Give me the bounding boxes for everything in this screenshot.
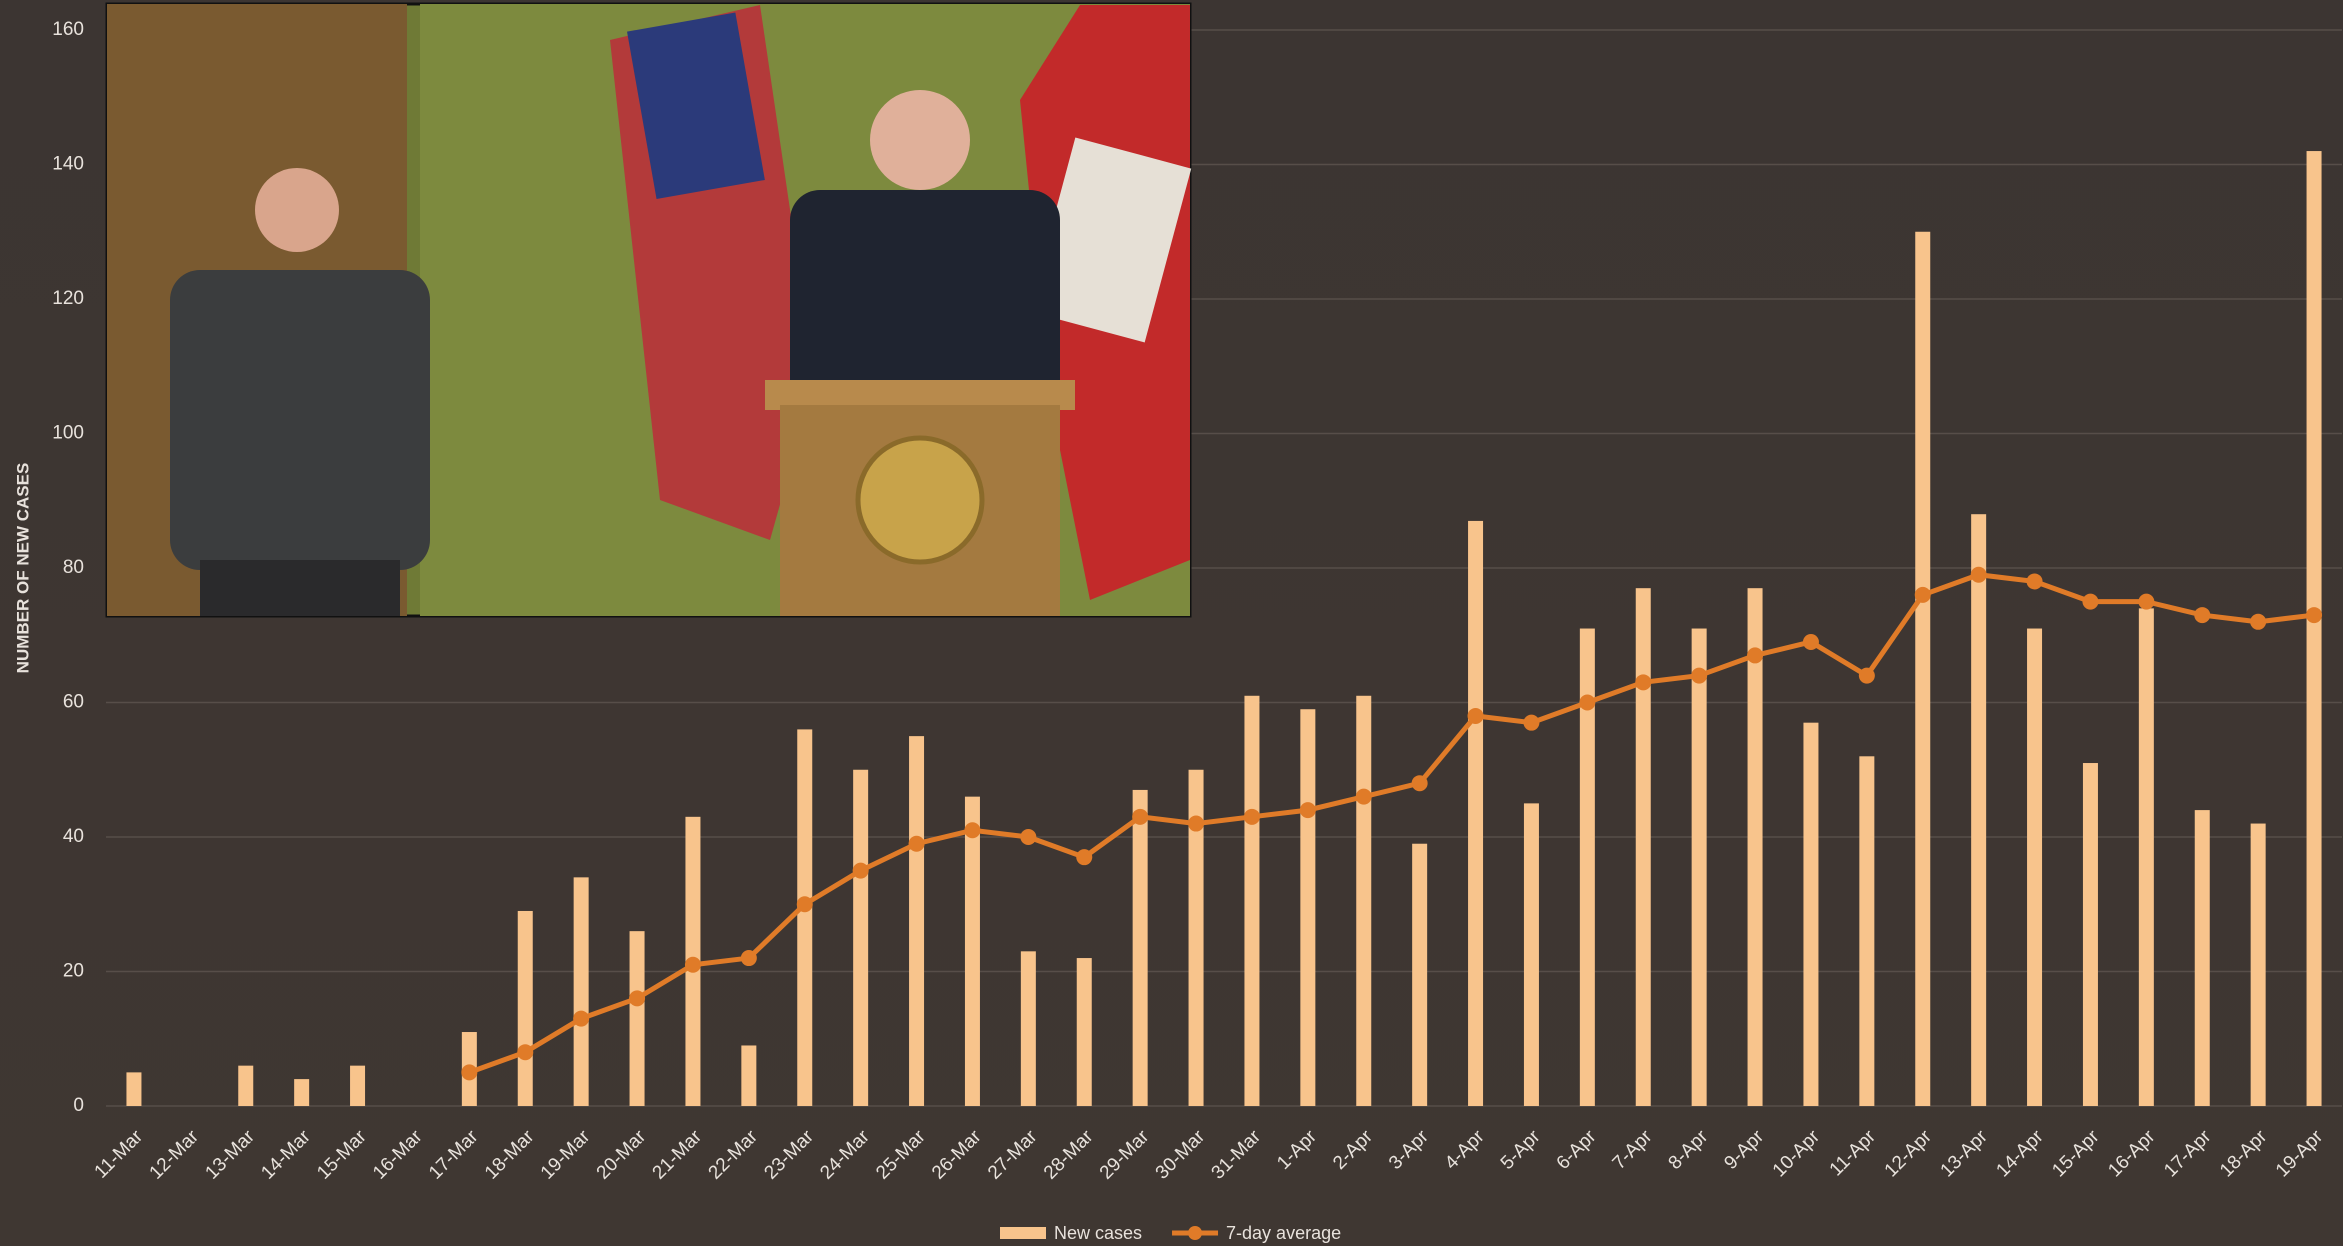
line-marker — [684, 956, 701, 973]
bar — [2194, 810, 2210, 1106]
line-marker — [629, 990, 646, 1007]
interpreter-legs — [200, 560, 400, 616]
y-tick-label: 60 — [63, 692, 84, 713]
line-marker — [1635, 674, 1652, 691]
bar — [1915, 231, 1931, 1106]
bar — [1244, 695, 1260, 1106]
bar — [2306, 151, 2322, 1107]
line-marker — [2194, 607, 2211, 624]
bar — [797, 729, 813, 1106]
line-marker — [852, 862, 869, 879]
line-marker — [1747, 647, 1764, 664]
state-flag-diamond — [1028, 137, 1192, 343]
line-marker — [573, 1010, 590, 1027]
bar — [573, 877, 589, 1106]
legend-label: 7-day average — [1226, 1223, 1341, 1243]
line-marker — [1076, 849, 1093, 866]
bar — [1468, 520, 1484, 1106]
y-tick-label: 100 — [52, 423, 84, 444]
bar — [1859, 756, 1875, 1106]
line-marker — [517, 1044, 534, 1061]
bar — [2082, 763, 2098, 1106]
bar — [238, 1065, 254, 1106]
line-marker — [1020, 829, 1037, 845]
y-tick-label: 40 — [63, 826, 84, 847]
line-marker — [2026, 573, 2043, 590]
bar — [1076, 958, 1092, 1106]
video-inset — [105, 2, 1192, 618]
bar — [1747, 588, 1763, 1106]
bar — [1188, 769, 1204, 1106]
bar — [2027, 628, 2043, 1106]
y-tick-label: 20 — [63, 961, 84, 982]
y-axis-title: NUMBER OF NEW CASES — [13, 463, 32, 674]
us-flag-canton — [627, 12, 765, 200]
bar — [294, 1079, 310, 1106]
bar — [1020, 951, 1036, 1106]
y-tick-label: 160 — [52, 19, 84, 40]
podium-seal — [855, 435, 985, 565]
bar — [853, 769, 869, 1106]
bar — [909, 736, 925, 1106]
line-marker — [1411, 775, 1428, 792]
line-marker — [461, 1064, 478, 1081]
bar — [629, 931, 645, 1106]
bar — [1412, 843, 1428, 1106]
line-marker — [1691, 667, 1708, 684]
line-marker — [1355, 788, 1372, 805]
bar — [1300, 709, 1316, 1106]
legend-label: New cases — [1054, 1223, 1142, 1243]
bar — [2250, 823, 2266, 1106]
line-marker — [908, 835, 925, 852]
legend-marker — [1188, 1226, 1203, 1240]
bar — [350, 1065, 366, 1106]
bar — [1579, 628, 1595, 1106]
bar — [1523, 803, 1539, 1106]
line-marker — [796, 896, 813, 913]
line-marker — [2250, 613, 2267, 630]
line-marker — [1243, 808, 1260, 825]
y-tick-label: 80 — [63, 557, 84, 578]
interpreter — [170, 270, 430, 570]
bar — [2138, 608, 2154, 1106]
interpreter-head — [255, 168, 339, 252]
line-marker — [1523, 714, 1540, 731]
y-tick-label: 120 — [52, 288, 84, 309]
legend: New cases 7-day average — [1000, 1223, 1341, 1243]
line-marker — [1970, 566, 1987, 583]
line-marker — [1188, 815, 1205, 832]
line-marker — [1914, 586, 1931, 603]
legend-swatch — [1000, 1227, 1046, 1239]
line-marker — [1802, 633, 1819, 650]
bar — [126, 1072, 142, 1106]
bar — [1356, 695, 1372, 1106]
bar — [517, 910, 533, 1106]
line-marker — [2138, 593, 2155, 610]
bar — [1803, 722, 1819, 1106]
line-marker — [740, 950, 757, 967]
line-marker — [964, 822, 981, 839]
bar — [741, 1045, 757, 1106]
line-marker — [2082, 593, 2099, 610]
bar — [964, 796, 980, 1106]
line-marker — [1132, 808, 1149, 825]
bar — [1635, 588, 1651, 1106]
line-marker — [1858, 667, 1875, 684]
speaker — [790, 190, 1060, 430]
speaker-head — [870, 90, 970, 190]
y-tick-label: 0 — [73, 1095, 84, 1116]
line-marker — [2306, 607, 2323, 624]
line — [468, 572, 2315, 1075]
bar — [1691, 628, 1707, 1106]
bar — [1971, 514, 1987, 1106]
line-marker — [1299, 802, 1316, 819]
line-marker — [1579, 694, 1596, 711]
y-tick-label: 140 — [52, 154, 84, 175]
line-marker — [1467, 707, 1484, 724]
bar — [1132, 789, 1148, 1106]
